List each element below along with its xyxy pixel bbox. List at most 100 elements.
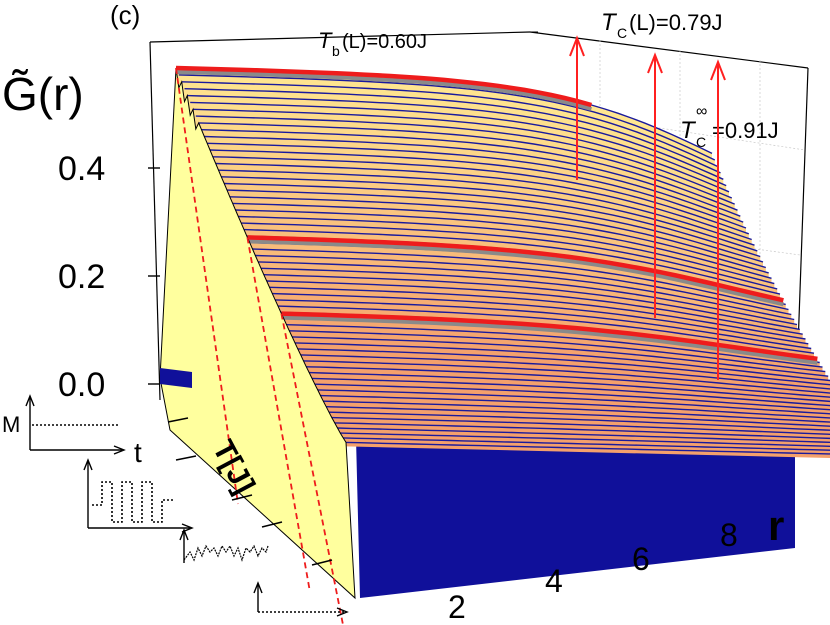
g-curve bbox=[252, 248, 789, 311]
tb-sub: b bbox=[332, 43, 340, 59]
tc-sub: C bbox=[617, 25, 627, 41]
highlight-curve bbox=[247, 235, 784, 303]
g-curve bbox=[294, 342, 830, 382]
x-ticks: 2 4 6 8 bbox=[448, 517, 738, 625]
g-curve bbox=[292, 336, 829, 377]
highlight-shadow bbox=[281, 315, 818, 365]
highlight-shadow bbox=[247, 239, 784, 307]
annotation-tc: T C (L)=0.79J bbox=[601, 9, 723, 41]
g-curve bbox=[275, 299, 812, 350]
g-curve bbox=[337, 427, 830, 444]
x-tick-label: 2 bbox=[448, 589, 466, 625]
g-curve bbox=[340, 432, 830, 448]
g-curve bbox=[326, 406, 830, 427]
highlight-curve bbox=[281, 311, 818, 362]
tb-rest: (L)=0.60J bbox=[342, 31, 427, 53]
tc-name: T bbox=[601, 9, 618, 36]
g-curve bbox=[334, 422, 830, 440]
g-curve bbox=[263, 274, 800, 331]
side-wall bbox=[159, 67, 356, 625]
g-curve bbox=[201, 129, 738, 211]
g-curve bbox=[207, 142, 744, 223]
g-curve bbox=[195, 115, 733, 199]
g-curve bbox=[187, 94, 724, 180]
x-axis-label: r bbox=[768, 502, 784, 549]
y-tick-label: 0.4 bbox=[58, 150, 105, 188]
g-curve bbox=[209, 149, 747, 229]
y-axis-label: G̃(r) bbox=[2, 68, 84, 120]
x-tick-label: 4 bbox=[545, 563, 563, 599]
g-curve bbox=[343, 437, 830, 451]
g-curve bbox=[235, 209, 772, 279]
g-curve bbox=[303, 360, 830, 394]
g-curve bbox=[260, 267, 798, 326]
g-curve bbox=[314, 383, 830, 411]
g-curve bbox=[212, 156, 750, 235]
tinf-rest: =0.91J bbox=[712, 118, 779, 143]
surface-slice bbox=[346, 442, 830, 458]
g-curve bbox=[232, 202, 769, 274]
annotation-arrowhead bbox=[569, 35, 585, 57]
g-curve bbox=[198, 122, 735, 205]
y-ticks: 0.0 0.2 0.4 bbox=[58, 150, 160, 404]
g-curve bbox=[317, 389, 830, 415]
g-curve bbox=[297, 348, 830, 386]
g-curve bbox=[300, 354, 830, 390]
inset-schematic bbox=[25, 394, 349, 617]
g-curve bbox=[226, 189, 764, 263]
g-curve bbox=[178, 74, 716, 161]
g-curve bbox=[345, 441, 830, 455]
g-curve bbox=[190, 101, 727, 187]
g-curve bbox=[241, 222, 778, 290]
g-curve bbox=[218, 169, 755, 246]
side-wall-face bbox=[159, 67, 356, 600]
x-tick-label: 8 bbox=[720, 517, 738, 553]
g-curve bbox=[192, 108, 730, 193]
g-curve bbox=[181, 81, 718, 168]
annotation-arrowhead bbox=[710, 59, 726, 81]
g-curve bbox=[311, 377, 830, 407]
annotation-tinf: T C ∞ =0.91J bbox=[680, 103, 779, 150]
g-curve bbox=[320, 394, 830, 419]
y-tick-label: 0.2 bbox=[58, 258, 105, 296]
g-curve bbox=[221, 176, 758, 252]
tinf-name: T bbox=[680, 117, 697, 144]
plot-body bbox=[160, 65, 830, 598]
temperature-marker bbox=[175, 67, 239, 505]
g-curve bbox=[277, 305, 815, 354]
y-tick-label: 0.0 bbox=[58, 366, 105, 404]
tc-rest: (L)=0.79J bbox=[629, 10, 723, 35]
inset-m-label: M bbox=[2, 412, 20, 437]
g-curve bbox=[224, 182, 761, 258]
highlight-curve bbox=[175, 65, 592, 108]
g-curve bbox=[258, 261, 795, 321]
g-curve bbox=[286, 324, 823, 368]
annotation-arrowhead bbox=[647, 52, 663, 74]
tinf-sup: ∞ bbox=[696, 103, 707, 120]
panel-label: (c) bbox=[110, 0, 140, 30]
g-curve bbox=[204, 135, 741, 217]
g-curve bbox=[289, 330, 826, 373]
highlight-shadow bbox=[175, 70, 592, 111]
red-arrows bbox=[569, 35, 726, 380]
g-curve bbox=[323, 400, 830, 423]
inset-t-label: t bbox=[134, 437, 142, 468]
surface-slice bbox=[343, 437, 830, 455]
floor-corner bbox=[160, 368, 192, 388]
g-curve bbox=[255, 254, 792, 316]
annotation-tb: T b (L)=0.60J bbox=[318, 28, 427, 59]
g-curve bbox=[215, 162, 752, 241]
g-curve bbox=[184, 88, 721, 174]
g-curve bbox=[238, 215, 775, 285]
g-curve bbox=[269, 286, 806, 340]
z-ticks bbox=[167, 417, 333, 566]
g-curve bbox=[266, 280, 803, 335]
g-curve bbox=[229, 196, 766, 269]
g-curve bbox=[331, 416, 830, 435]
x-tick-label: 6 bbox=[632, 541, 650, 577]
tinf-sub: C bbox=[696, 134, 706, 150]
g-curve bbox=[328, 411, 830, 431]
g-curve bbox=[306, 366, 830, 398]
temperature-marker bbox=[280, 313, 344, 625]
